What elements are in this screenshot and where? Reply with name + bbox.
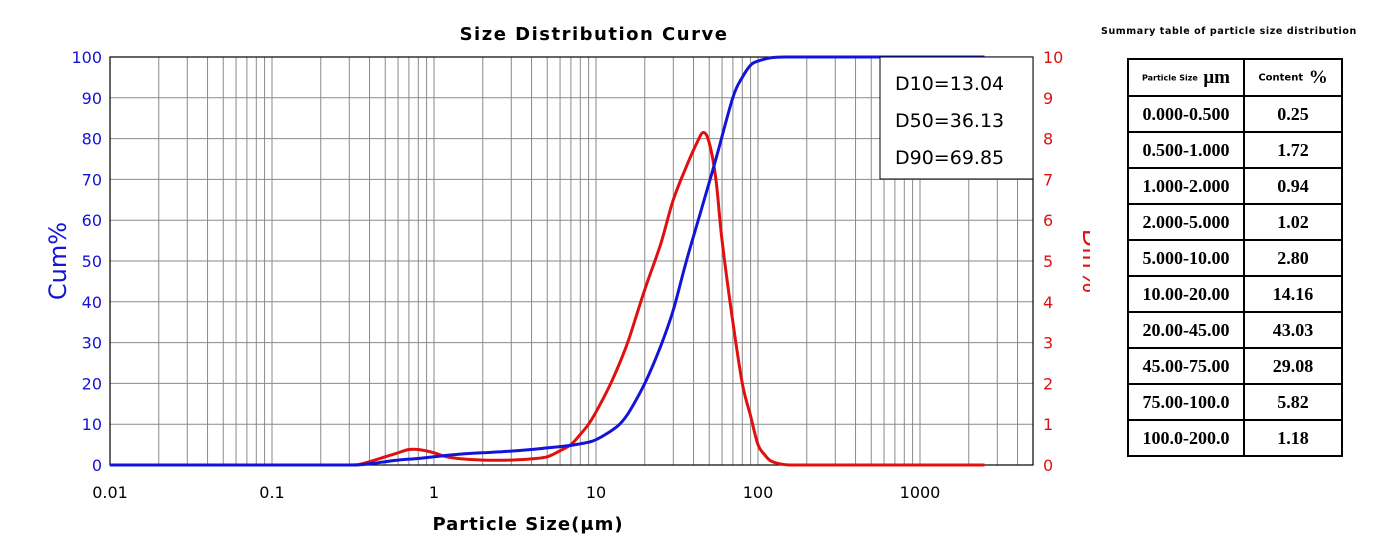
- right-tick-label: 1: [1043, 415, 1053, 434]
- x-tick-label: 0.01: [92, 483, 128, 502]
- table-row: 100.0-200.0 1.18: [1127, 419, 1343, 457]
- y-axis-label-right: Diff%: [1077, 229, 1090, 294]
- size-range-cell: 10.00-20.00: [1127, 275, 1245, 313]
- table-row: 0.500-1.000 1.72: [1127, 131, 1343, 169]
- d10-annotation: D10=13.04: [895, 73, 1004, 95]
- right-tick-label: 10: [1043, 48, 1063, 67]
- size-range-cell: 5.000-10.00: [1127, 239, 1245, 277]
- cum-series-line: [110, 55, 985, 467]
- right-tick-label: 2: [1043, 374, 1053, 393]
- size-range-cell: 2.000-5.000: [1127, 203, 1245, 241]
- left-tick-label: 60: [82, 211, 102, 230]
- header-particle-size-unit: μm: [1203, 66, 1231, 88]
- d90-annotation: D90=69.85: [895, 147, 1004, 169]
- table-row: 45.00-75.00 29.08: [1127, 347, 1343, 385]
- chart-grid: [110, 57, 1033, 465]
- table-row: 1.000-2.000 0.94: [1127, 167, 1343, 205]
- diff-series-line: [110, 131, 985, 467]
- x-tick-label: 1: [429, 483, 439, 502]
- x-tick-label: 1000: [900, 483, 941, 502]
- header-content-label: Content: [1258, 72, 1304, 83]
- size-range-cell: 1.000-2.000: [1127, 167, 1245, 205]
- left-tick-label: 20: [82, 374, 102, 393]
- size-range-cell: 75.00-100.0: [1127, 383, 1245, 421]
- right-tick-label: 3: [1043, 334, 1053, 353]
- right-tick-label: 7: [1043, 170, 1053, 189]
- content-cell: 43.03: [1243, 311, 1343, 349]
- content-cell: 14.16: [1243, 275, 1343, 313]
- left-axis-ticks: 0 10 20 30 40 50 60 70 80 90 100: [71, 48, 102, 475]
- size-range-cell: 0.000-0.500: [1127, 95, 1245, 133]
- content-cell: 1.18: [1243, 419, 1343, 457]
- content-cell: 0.94: [1243, 167, 1343, 205]
- right-tick-label: 9: [1043, 89, 1053, 108]
- right-tick-label: 4: [1043, 293, 1053, 312]
- table-row: 75.00-100.0 5.82: [1127, 383, 1343, 421]
- left-tick-label: 80: [82, 130, 102, 149]
- left-tick-label: 10: [82, 415, 102, 434]
- header-content: Content %: [1243, 58, 1343, 97]
- right-axis-ticks: 0 1 2 3 4 5 6 7 8 9 10: [1043, 48, 1063, 475]
- x-axis-ticks: 0.01 0.1 1 10 100 1000: [92, 483, 940, 502]
- content-cell: 1.02: [1243, 203, 1343, 241]
- left-tick-label: 50: [82, 252, 102, 271]
- plot-frame: [109, 56, 1034, 466]
- table-row: 0.000-0.500 0.25: [1127, 95, 1343, 133]
- right-tick-label: 0: [1043, 456, 1053, 475]
- left-tick-label: 0: [92, 456, 102, 475]
- left-tick-label: 90: [82, 89, 102, 108]
- left-tick-label: 70: [82, 170, 102, 189]
- x-axis-label: Particle Size(μm): [432, 514, 623, 535]
- summary-table-title: Summary table of particle size distribut…: [1101, 26, 1357, 37]
- header-content-unit: %: [1308, 66, 1328, 88]
- size-distribution-chart: Size Distribution Curve 0102030405060708…: [44, 24, 1090, 535]
- x-tick-label: 0.1: [259, 483, 284, 502]
- content-cell: 2.80: [1243, 239, 1343, 277]
- content-cell: 29.08: [1243, 347, 1343, 385]
- table-row: 10.00-20.00 14.16: [1127, 275, 1343, 313]
- d-values-box: D10=13.04 D50=36.13 D90=69.85: [879, 56, 1034, 180]
- summary-table-header: Particle Size μm Content %: [1127, 58, 1343, 97]
- size-range-cell: 0.500-1.000: [1127, 131, 1245, 169]
- left-tick-label: 100: [71, 48, 102, 67]
- table-row: 20.00-45.00 43.03: [1127, 311, 1343, 349]
- right-tick-label: 8: [1043, 130, 1053, 149]
- x-tick-label: 100: [743, 483, 774, 502]
- table-row: 2.000-5.000 1.02: [1127, 203, 1343, 241]
- content-cell: 0.25: [1243, 95, 1343, 133]
- left-tick-label: 30: [82, 334, 102, 353]
- content-cell: 5.82: [1243, 383, 1343, 421]
- d50-annotation: D50=36.13: [895, 110, 1004, 132]
- left-tick-label: 40: [82, 293, 102, 312]
- chart-title: Size Distribution Curve: [460, 24, 729, 45]
- header-particle-size: Particle Size μm: [1127, 58, 1245, 97]
- y-axis-label-left: Cum%: [44, 222, 72, 300]
- table-row: 5.000-10.00 2.80: [1127, 239, 1343, 277]
- summary-table: Particle Size μm Content % 0.000-0.500 0.…: [1127, 58, 1343, 457]
- right-tick-label: 6: [1043, 211, 1053, 230]
- size-range-cell: 45.00-75.00: [1127, 347, 1245, 385]
- right-tick-label: 5: [1043, 252, 1053, 271]
- size-range-cell: 100.0-200.0: [1127, 419, 1245, 457]
- x-tick-label: 10: [586, 483, 606, 502]
- content-cell: 1.72: [1243, 131, 1343, 169]
- d-values-box-frame: [879, 56, 1034, 180]
- size-range-cell: 20.00-45.00: [1127, 311, 1245, 349]
- header-particle-size-label: Particle Size: [1141, 73, 1198, 82]
